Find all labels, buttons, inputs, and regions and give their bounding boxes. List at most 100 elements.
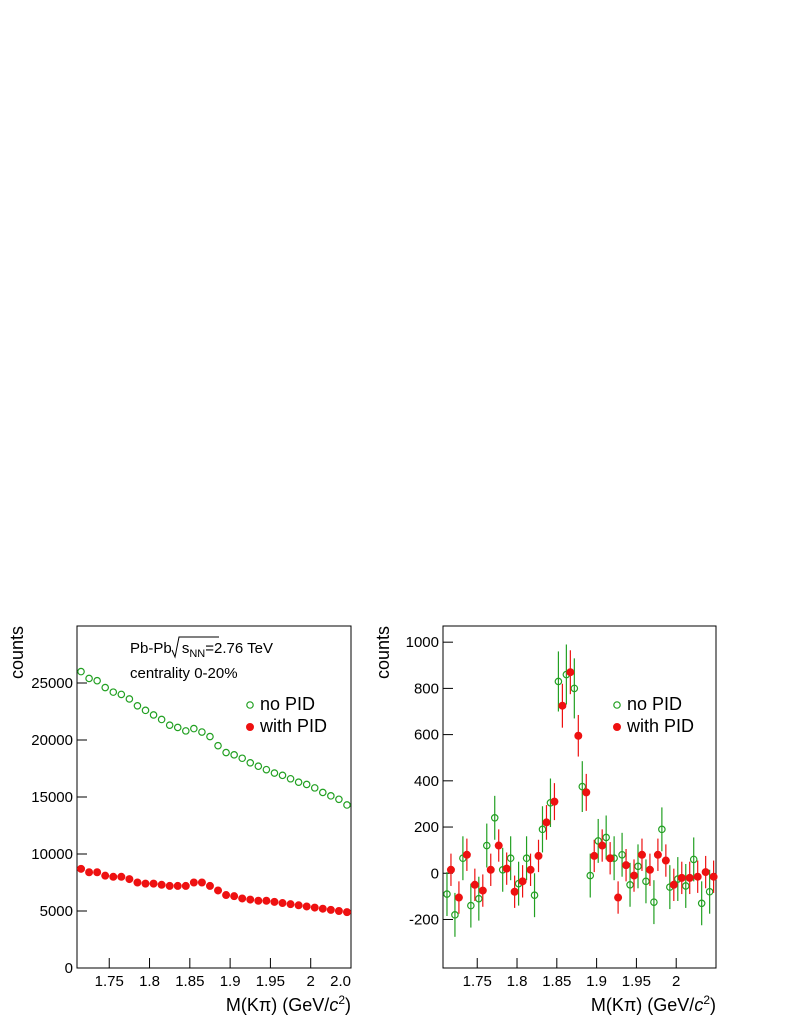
legend-label: no PID — [627, 694, 682, 714]
data-point — [149, 711, 158, 719]
data-point — [542, 818, 551, 827]
data-point — [157, 880, 166, 889]
annotation-root: s — [182, 640, 190, 657]
x-tick-label: 1.8 — [139, 973, 160, 990]
data-point — [294, 901, 303, 910]
data-point — [77, 667, 85, 676]
y-tick-label: -200 — [409, 911, 439, 928]
y-tick-label: 200 — [414, 819, 439, 836]
legend-marker — [246, 701, 254, 709]
data-point — [538, 825, 547, 834]
data-point — [230, 751, 238, 759]
data-point — [173, 881, 182, 890]
data-point — [669, 880, 678, 889]
data-point — [574, 731, 583, 740]
data-point — [454, 893, 463, 902]
x-axis-label-sup: 2 — [703, 993, 710, 1007]
data-point — [141, 706, 150, 715]
data-point — [149, 879, 158, 888]
data-point — [198, 728, 206, 736]
data-point — [310, 903, 319, 912]
data-point — [470, 880, 479, 889]
data-point — [693, 872, 702, 881]
data-point — [637, 850, 646, 859]
data-point — [181, 881, 190, 890]
y-tick-label: 0 — [65, 960, 73, 977]
legend-marker — [246, 722, 255, 731]
data-point — [286, 774, 295, 783]
x-axis-label-text: M(Kπ) (GeV/ — [226, 995, 329, 1015]
data-point — [709, 872, 718, 881]
data-point — [335, 795, 343, 804]
x-axis-label-italic: c — [329, 995, 338, 1015]
data-point — [318, 904, 327, 913]
data-point — [478, 886, 487, 895]
data-point — [133, 878, 142, 887]
data-point — [205, 881, 214, 890]
x-axis-label-text: M(Kπ) (GeV/ — [591, 995, 694, 1015]
data-point — [197, 878, 206, 887]
x-tick-label: 1.95 — [622, 973, 651, 990]
data-point — [502, 864, 511, 873]
data-point — [626, 881, 634, 889]
data-point — [101, 871, 110, 880]
data-point — [689, 855, 698, 864]
data-point — [157, 715, 166, 724]
data-point — [238, 894, 247, 903]
data-point — [85, 868, 94, 877]
data-point — [490, 813, 499, 822]
data-point — [697, 899, 706, 908]
data-point — [109, 688, 118, 696]
x-tick-label: 1.8 — [507, 973, 528, 990]
data-point — [677, 873, 686, 882]
data-point — [77, 864, 86, 873]
data-point — [598, 841, 607, 850]
data-point — [93, 676, 101, 685]
data-point — [254, 896, 263, 905]
x-tick-label: 1.85 — [175, 973, 204, 990]
data-point — [606, 854, 615, 863]
legend-label: with PID — [259, 716, 327, 736]
data-point — [570, 684, 579, 693]
data-point — [630, 871, 639, 880]
legend-label: with PID — [626, 716, 694, 736]
x-axis-label-italic: c — [694, 995, 703, 1015]
data-point — [586, 871, 595, 880]
data-point — [133, 701, 142, 710]
data-point — [117, 872, 126, 881]
data-point — [645, 865, 654, 874]
data-point — [685, 873, 694, 882]
data-point — [661, 856, 670, 865]
data-point — [125, 875, 134, 884]
data-point — [614, 893, 623, 902]
data-point — [705, 887, 714, 896]
y-tick-label: 400 — [414, 773, 439, 790]
x-axis-label-end: ) — [345, 995, 351, 1015]
data-point — [518, 877, 527, 886]
y-tick-label: 600 — [414, 727, 439, 744]
data-point — [534, 851, 543, 860]
data-point — [446, 865, 455, 874]
data-point — [582, 788, 591, 797]
annotation-suffix: =2.76 TeV — [205, 640, 273, 657]
data-point — [206, 732, 214, 741]
data-point — [173, 723, 182, 732]
y-tick-label: 800 — [414, 680, 439, 697]
data-point — [294, 778, 303, 786]
data-point — [681, 882, 690, 890]
data-point — [327, 792, 335, 800]
annotation-sub: NN — [189, 648, 205, 660]
x-tick-label: 2 — [672, 973, 680, 990]
data-point — [494, 841, 503, 850]
data-point — [550, 797, 559, 806]
data-point — [270, 897, 279, 906]
y-tick-label: 0 — [431, 865, 439, 882]
data-point — [246, 895, 255, 904]
data-point — [558, 701, 567, 710]
data-point — [286, 900, 295, 909]
data-point — [222, 891, 231, 900]
data-point — [634, 862, 642, 871]
data-point — [526, 865, 535, 874]
x-axis-label-sup: 2 — [338, 993, 345, 1007]
legend-marker — [612, 722, 621, 731]
